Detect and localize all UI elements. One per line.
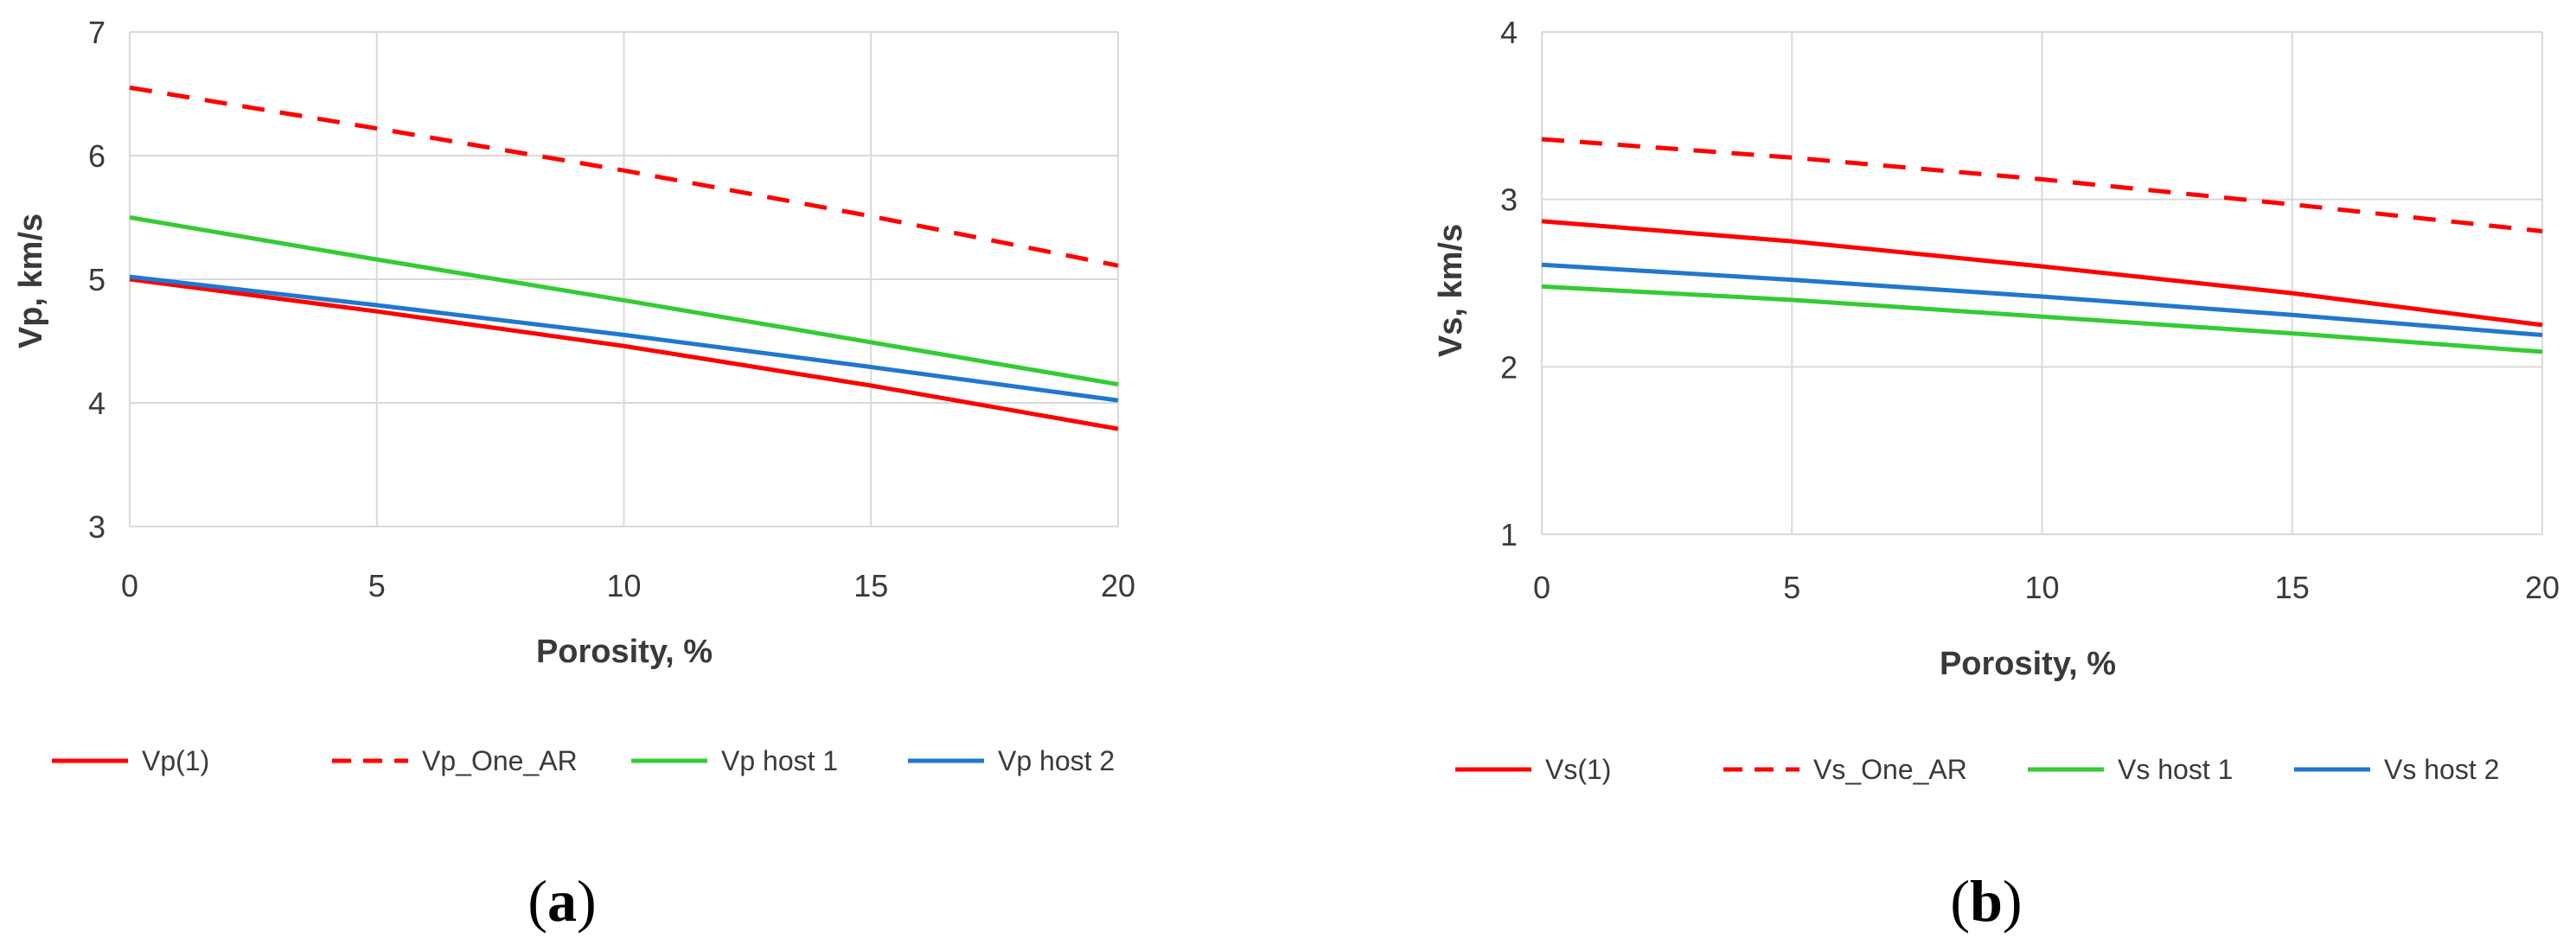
y-tick-label: 3	[1500, 182, 1518, 218]
series-line	[129, 85, 1119, 268]
x-tick-label: 5	[1783, 570, 1800, 605]
panel-label-letter: b	[1970, 868, 2003, 934]
x-axis-title: Porosity, %	[1940, 646, 2116, 682]
series-line	[1541, 284, 2543, 354]
legend-entry-label: Vp host 1	[721, 745, 838, 776]
x-tick-labels: 0 5 10 15 20	[1533, 570, 2560, 605]
legend: Vp(1) Vp_One_AR Vp host 1 Vp host 2	[52, 745, 1115, 776]
x-tick-label: 5	[368, 568, 386, 603]
x-tick-label: 0	[121, 568, 138, 603]
x-axis-title: Porosity, %	[536, 634, 713, 670]
series-line	[129, 274, 1119, 403]
x-tick-label: 20	[2525, 570, 2560, 605]
legend-entry-label: Vp(1)	[142, 745, 209, 776]
series-line	[1541, 137, 2543, 233]
series-line	[129, 277, 1119, 431]
y-axis-title: Vp, km/s	[13, 214, 49, 348]
legend-entry-label: Vp_One_AR	[422, 745, 578, 776]
y-tick-label: 4	[1500, 15, 1518, 50]
x-tick-label: 20	[1101, 568, 1135, 603]
y-tick-label: 2	[1500, 349, 1518, 385]
y-tick-label: 5	[88, 262, 105, 297]
data-lines	[1541, 137, 2543, 354]
y-tick-label: 6	[88, 138, 105, 174]
legend-entry-label: Vs host 1	[2118, 754, 2233, 785]
series-line	[1541, 262, 2543, 338]
y-axis-title: Vs, km/s	[1433, 224, 1469, 357]
x-tick-label: 15	[2275, 570, 2310, 605]
series-line	[129, 215, 1119, 387]
data-lines	[129, 85, 1119, 431]
x-tick-label: 0	[1533, 570, 1550, 605]
y-tick-label: 1	[1500, 517, 1518, 552]
panel-label-letter: a	[547, 868, 577, 934]
y-tick-labels: 1 2 3 4	[1500, 15, 1518, 552]
legend-entry-label: Vs(1)	[1545, 754, 1611, 785]
panel-label: (a)	[527, 868, 596, 934]
panel-label: (b)	[1950, 868, 2022, 934]
legend: Vs(1) Vs_One_AR Vs host 1 Vs host 2	[1455, 754, 2499, 785]
x-tick-label: 10	[2024, 570, 2059, 605]
y-tick-label: 3	[88, 509, 105, 545]
chart-panel-a: 3 4 5 6 7 0 5 10 15 20 Porosity, % Vp, km/s Vp(1…	[13, 15, 1135, 934]
y-tick-labels: 3 4 5 6 7	[88, 15, 105, 545]
y-tick-label: 7	[88, 15, 105, 50]
legend-entry-label: Vs host 2	[2384, 754, 2499, 785]
x-tick-label: 15	[853, 568, 888, 603]
grid-lines	[1541, 31, 2543, 535]
legend-entry-label: Vp host 2	[998, 745, 1115, 776]
x-tick-label: 10	[606, 568, 641, 603]
y-tick-label: 4	[88, 386, 105, 421]
legend-entry-label: Vs_One_AR	[1813, 754, 1967, 785]
series-line	[1541, 219, 2543, 328]
x-tick-labels: 0 5 10 15 20	[121, 568, 1135, 603]
